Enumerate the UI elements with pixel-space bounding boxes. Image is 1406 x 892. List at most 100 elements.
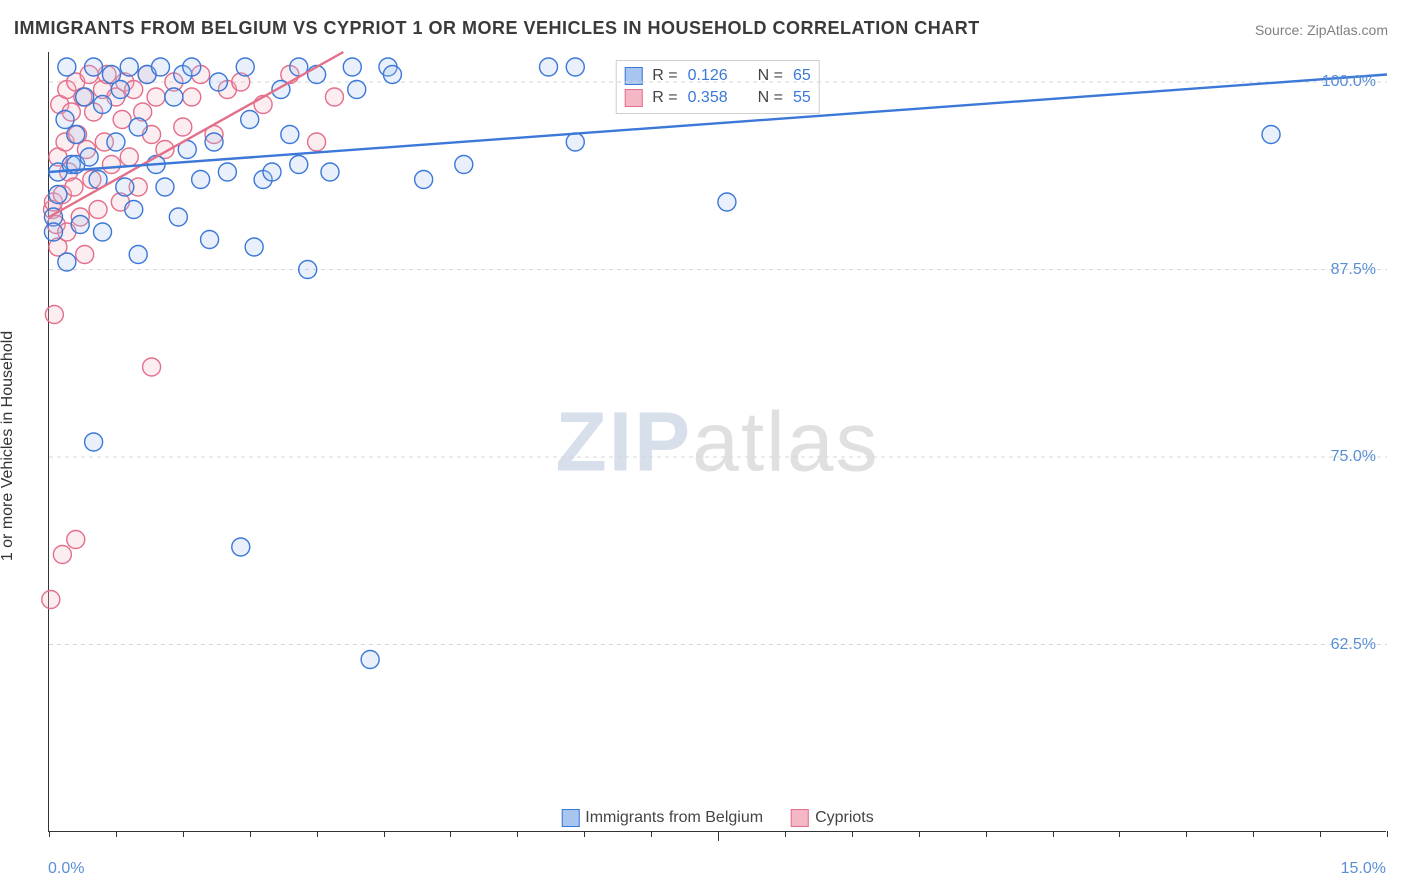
- data-point: [325, 88, 343, 106]
- data-point: [85, 433, 103, 451]
- gridlines: [49, 82, 1387, 645]
- data-point: [361, 651, 379, 669]
- x-tick: [584, 831, 585, 837]
- data-point: [129, 246, 147, 264]
- data-point: [58, 253, 76, 271]
- x-tick: [450, 831, 451, 837]
- data-point: [111, 81, 129, 99]
- data-point: [65, 178, 83, 196]
- data-point: [67, 531, 85, 549]
- data-point: [218, 163, 236, 181]
- data-point: [540, 58, 558, 76]
- x-tick: [919, 831, 920, 837]
- data-point: [45, 306, 63, 324]
- data-point: [245, 238, 263, 256]
- data-point: [49, 186, 67, 204]
- data-point: [76, 88, 94, 106]
- x-tick: [718, 831, 719, 841]
- x-axis-min-label: 0.0%: [48, 860, 84, 878]
- data-point: [201, 231, 219, 249]
- x-tick: [250, 831, 251, 837]
- x-tick: [986, 831, 987, 837]
- data-point: [85, 58, 103, 76]
- data-point: [183, 58, 201, 76]
- x-tick: [1186, 831, 1187, 837]
- x-tick: [1320, 831, 1321, 837]
- correlation-chart: IMMIGRANTS FROM BELGIUM VS CYPRIOT 1 OR …: [0, 0, 1406, 892]
- data-point: [113, 111, 131, 129]
- data-point: [156, 178, 174, 196]
- data-point: [71, 216, 89, 234]
- legend-bottom: Immigrants from Belgium Cypriots: [561, 809, 874, 827]
- x-tick: [384, 831, 385, 837]
- data-point: [174, 118, 192, 136]
- data-point: [42, 591, 60, 609]
- data-point: [241, 111, 259, 129]
- data-point: [116, 178, 134, 196]
- y-tick-label: 62.5%: [1331, 636, 1376, 654]
- data-point: [58, 58, 76, 76]
- data-point: [107, 133, 125, 151]
- data-point: [1262, 126, 1280, 144]
- data-point: [165, 88, 183, 106]
- x-tick: [116, 831, 117, 837]
- legend-label-blue: Immigrants from Belgium: [585, 809, 763, 827]
- x-tick: [183, 831, 184, 837]
- legend-item-pink: Cypriots: [791, 809, 874, 827]
- data-point: [53, 546, 71, 564]
- x-tick: [1387, 831, 1388, 837]
- data-point: [290, 156, 308, 174]
- x-tick: [1053, 831, 1054, 837]
- y-tick-label: 87.5%: [1331, 261, 1376, 279]
- data-point: [102, 156, 120, 174]
- data-point: [232, 538, 250, 556]
- chart-svg: [49, 52, 1386, 831]
- source-attribution: Source: ZipAtlas.com: [1255, 22, 1388, 38]
- data-point: [120, 148, 138, 166]
- data-point: [120, 58, 138, 76]
- legend-swatch-pink: [791, 809, 809, 827]
- x-tick: [785, 831, 786, 837]
- data-point: [263, 163, 281, 181]
- data-point: [125, 201, 143, 219]
- x-tick: [1253, 831, 1254, 837]
- x-tick: [517, 831, 518, 837]
- legend-swatch-blue: [561, 809, 579, 827]
- data-point: [383, 66, 401, 84]
- x-tick: [317, 831, 318, 837]
- scatter-blue: [44, 58, 1280, 669]
- data-point: [281, 126, 299, 144]
- data-point: [415, 171, 433, 189]
- data-point: [183, 88, 201, 106]
- data-point: [44, 223, 62, 241]
- y-tick-label: 100.0%: [1322, 73, 1376, 91]
- x-axis-max-label: 15.0%: [1341, 860, 1386, 878]
- x-tick: [1119, 831, 1120, 837]
- data-point: [94, 223, 112, 241]
- x-tick: [49, 831, 50, 837]
- data-point: [94, 96, 112, 114]
- x-tick: [651, 831, 652, 837]
- data-point: [143, 358, 161, 376]
- data-point: [205, 133, 223, 151]
- data-point: [169, 208, 187, 226]
- data-point: [209, 73, 227, 91]
- data-point: [343, 58, 361, 76]
- data-point: [147, 88, 165, 106]
- chart-title: IMMIGRANTS FROM BELGIUM VS CYPRIOT 1 OR …: [14, 18, 980, 39]
- data-point: [455, 156, 473, 174]
- data-point: [566, 58, 584, 76]
- data-point: [80, 148, 98, 166]
- data-point: [89, 201, 107, 219]
- data-point: [308, 133, 326, 151]
- x-tick: [852, 831, 853, 837]
- legend-label-pink: Cypriots: [815, 809, 874, 827]
- data-point: [321, 163, 339, 181]
- data-point: [299, 261, 317, 279]
- data-point: [566, 133, 584, 151]
- y-tick-label: 75.0%: [1331, 448, 1376, 466]
- data-point: [56, 111, 74, 129]
- data-point: [236, 58, 254, 76]
- data-point: [192, 171, 210, 189]
- data-point: [76, 246, 94, 264]
